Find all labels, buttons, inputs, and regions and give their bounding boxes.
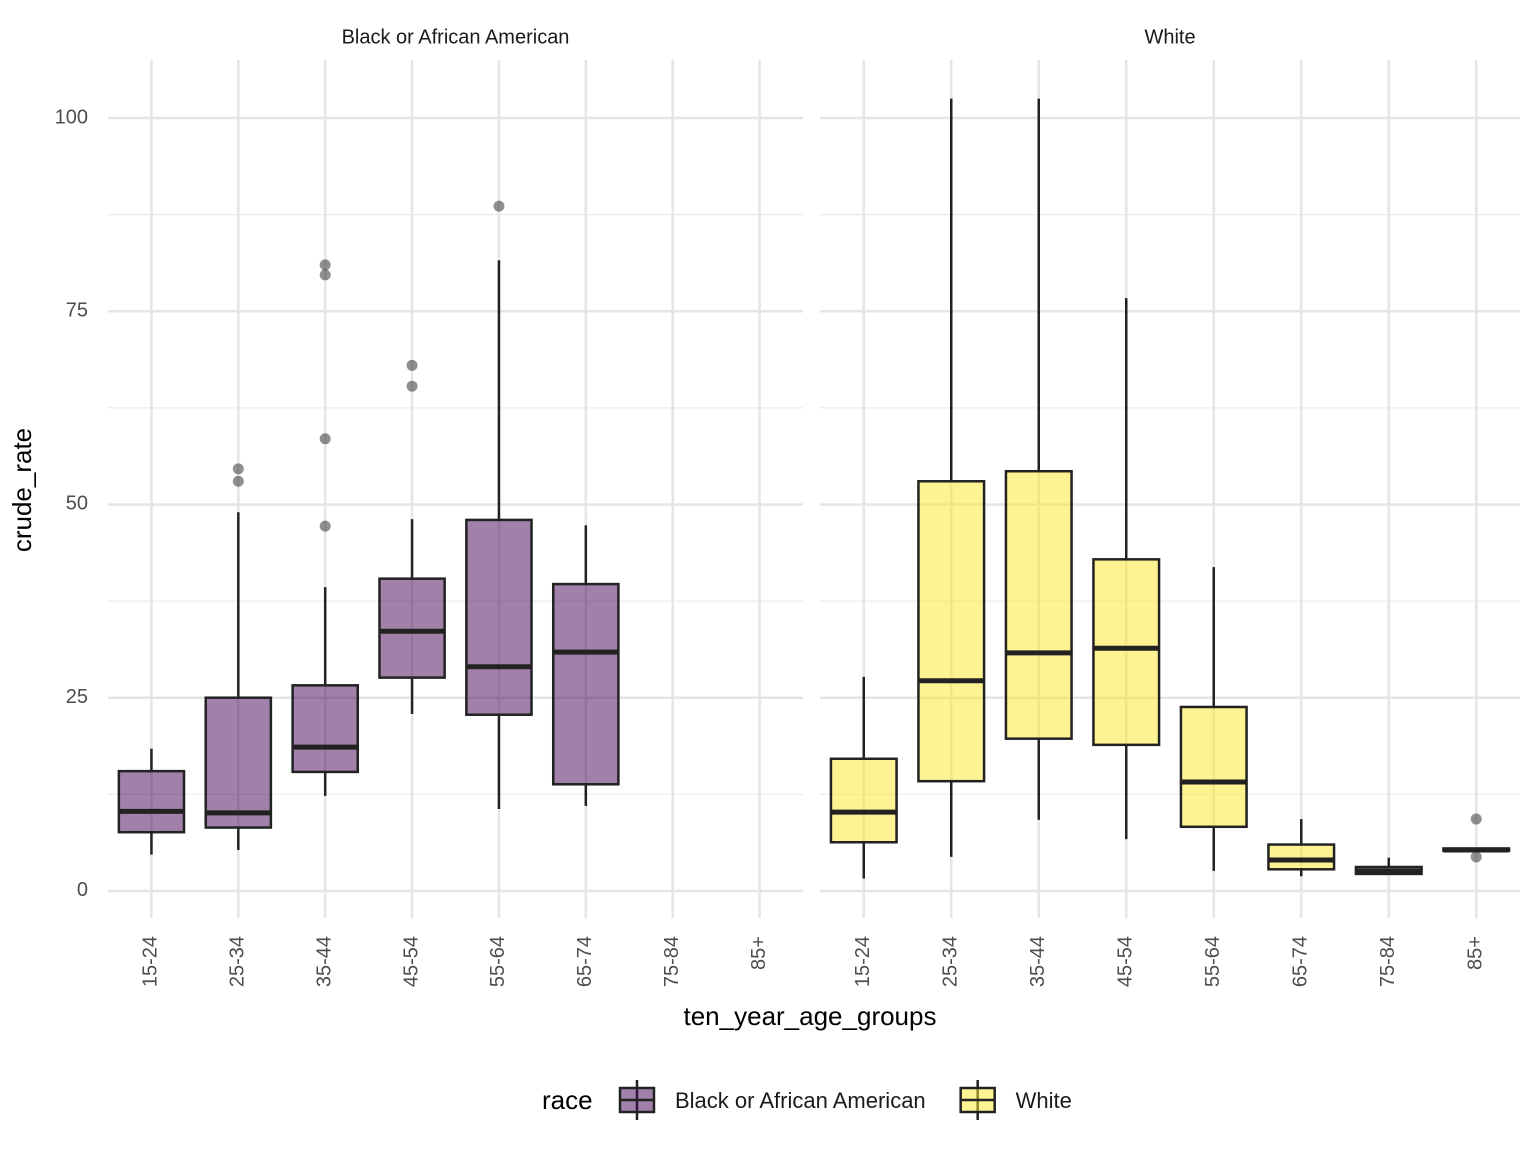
outlier bbox=[406, 380, 418, 392]
outlier bbox=[1470, 851, 1482, 863]
box bbox=[465, 518, 533, 716]
outlier bbox=[232, 463, 244, 475]
box bbox=[1267, 843, 1336, 871]
y-axis-label: crude_rate bbox=[7, 428, 37, 552]
x-tick-label: 35-44 bbox=[1027, 936, 1049, 987]
x-axis-label: ten_year_age_groups bbox=[684, 1001, 937, 1031]
outlier bbox=[406, 359, 418, 371]
x-tick-label: 75-84 bbox=[1377, 936, 1399, 987]
y-tick-label: 100 bbox=[55, 106, 88, 128]
x-tick-label: 65-74 bbox=[1290, 936, 1312, 987]
box bbox=[1179, 705, 1248, 829]
x-tick-label: 55-64 bbox=[487, 936, 509, 987]
x-tick-label: 85+ bbox=[748, 936, 770, 970]
x-tick-label: 35-44 bbox=[313, 936, 335, 987]
legend-label: White bbox=[1016, 1088, 1072, 1113]
box bbox=[378, 577, 446, 679]
x-tick-label: 75-84 bbox=[661, 936, 683, 987]
y-tick-label: 75 bbox=[66, 299, 88, 321]
y-tick-label: 50 bbox=[66, 493, 88, 515]
outlier bbox=[1470, 813, 1482, 825]
y-tick-label: 25 bbox=[66, 686, 88, 708]
x-tick-label: 85+ bbox=[1465, 936, 1487, 970]
outlier bbox=[232, 475, 244, 487]
box bbox=[291, 684, 360, 774]
box bbox=[204, 696, 273, 829]
x-tick-label: 25-34 bbox=[940, 936, 962, 987]
box bbox=[551, 582, 620, 786]
outlier bbox=[319, 520, 331, 532]
outlier bbox=[493, 200, 505, 212]
y-tick-label: 0 bbox=[77, 879, 88, 901]
x-tick-label: 65-74 bbox=[574, 936, 596, 987]
x-tick-label: 25-34 bbox=[227, 936, 249, 987]
legend-label: Black or African American bbox=[675, 1088, 926, 1113]
outlier bbox=[319, 433, 331, 445]
x-tick-label: 55-64 bbox=[1202, 936, 1224, 987]
box bbox=[829, 757, 898, 844]
x-tick-label: 15-24 bbox=[852, 936, 874, 987]
outlier bbox=[319, 259, 331, 271]
x-tick-label: 45-54 bbox=[1115, 936, 1137, 987]
box bbox=[117, 769, 186, 834]
x-tick-label: 15-24 bbox=[140, 936, 162, 987]
x-tick-label: 45-54 bbox=[400, 936, 422, 987]
legend-title: race bbox=[542, 1085, 593, 1115]
outlier bbox=[319, 269, 331, 281]
box bbox=[917, 480, 986, 783]
box bbox=[1004, 469, 1073, 740]
strip-title: White bbox=[1144, 26, 1195, 48]
box bbox=[1092, 558, 1161, 747]
strip-title: Black or African American bbox=[342, 26, 570, 48]
